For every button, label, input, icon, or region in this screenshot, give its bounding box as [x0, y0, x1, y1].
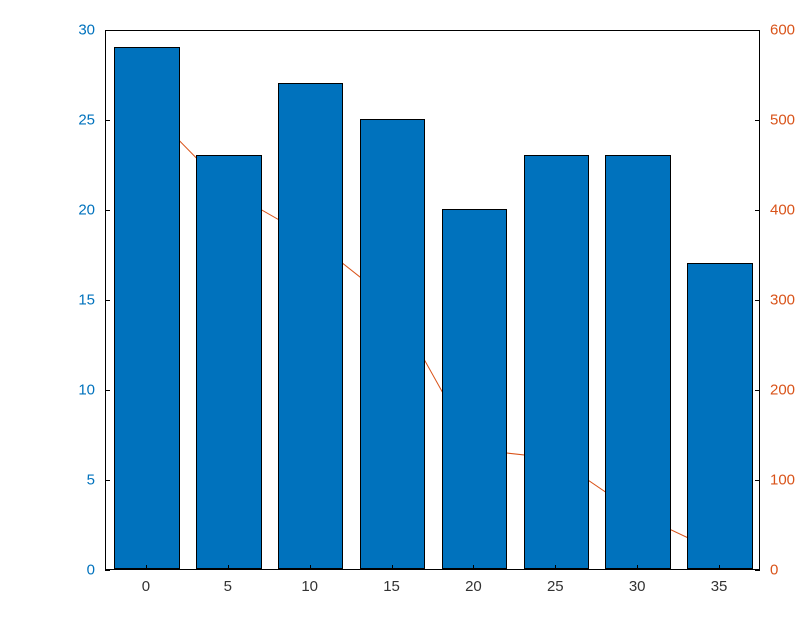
bar [114, 47, 180, 569]
x-tick-label: 35 [711, 578, 728, 595]
y-left-tick-label: 20 [78, 202, 95, 219]
y-left-tick-label: 10 [78, 382, 95, 399]
y-right-tick-label: 500 [770, 112, 795, 129]
y-left-tick-mark [105, 390, 110, 391]
x-tick-label: 30 [629, 578, 646, 595]
y-left-tick-label: 30 [78, 22, 95, 39]
y-left-tick-label: 0 [87, 562, 95, 579]
y-right-tick-label: 200 [770, 382, 795, 399]
y-left-tick-mark [105, 570, 110, 571]
y-right-tick-mark [755, 390, 760, 391]
x-tick-mark [473, 565, 474, 570]
y-right-tick-mark [755, 300, 760, 301]
y-right-tick-label: 0 [770, 562, 778, 579]
bar [687, 263, 753, 569]
y-left-tick-label: 15 [78, 292, 95, 309]
y-left-tick-mark [105, 210, 110, 211]
x-tick-mark [228, 565, 229, 570]
y-left-tick-label: 5 [87, 472, 95, 489]
plot-area [105, 30, 760, 570]
bar [524, 155, 590, 569]
y-left-tick-mark [105, 480, 110, 481]
x-tick-label: 15 [383, 578, 400, 595]
y-right-tick-mark [755, 120, 760, 121]
y-right-tick-label: 600 [770, 22, 795, 39]
y-right-tick-mark [755, 210, 760, 211]
x-tick-mark [310, 565, 311, 570]
x-tick-label: 25 [547, 578, 564, 595]
x-tick-label: 0 [142, 578, 150, 595]
x-tick-mark [637, 565, 638, 570]
y-right-tick-mark [755, 30, 760, 31]
bar [278, 83, 344, 569]
y-left-tick-mark [105, 120, 110, 121]
y-left-tick-mark [105, 300, 110, 301]
y-right-tick-label: 400 [770, 202, 795, 219]
x-tick-label: 10 [301, 578, 318, 595]
y-right-tick-label: 100 [770, 472, 795, 489]
x-tick-label: 20 [465, 578, 482, 595]
bar [196, 155, 262, 569]
y-right-tick-mark [755, 480, 760, 481]
x-tick-mark [719, 565, 720, 570]
bar [360, 119, 426, 569]
x-tick-mark [555, 565, 556, 570]
x-tick-label: 5 [224, 578, 232, 595]
chart-container: 0510152025300100200300400500600051015202… [0, 0, 810, 617]
y-right-tick-mark [755, 570, 760, 571]
y-left-tick-label: 25 [78, 112, 95, 129]
x-tick-mark [146, 565, 147, 570]
y-left-tick-mark [105, 30, 110, 31]
bar [442, 209, 508, 569]
y-right-tick-label: 300 [770, 292, 795, 309]
bar [605, 155, 671, 569]
x-tick-mark [392, 565, 393, 570]
